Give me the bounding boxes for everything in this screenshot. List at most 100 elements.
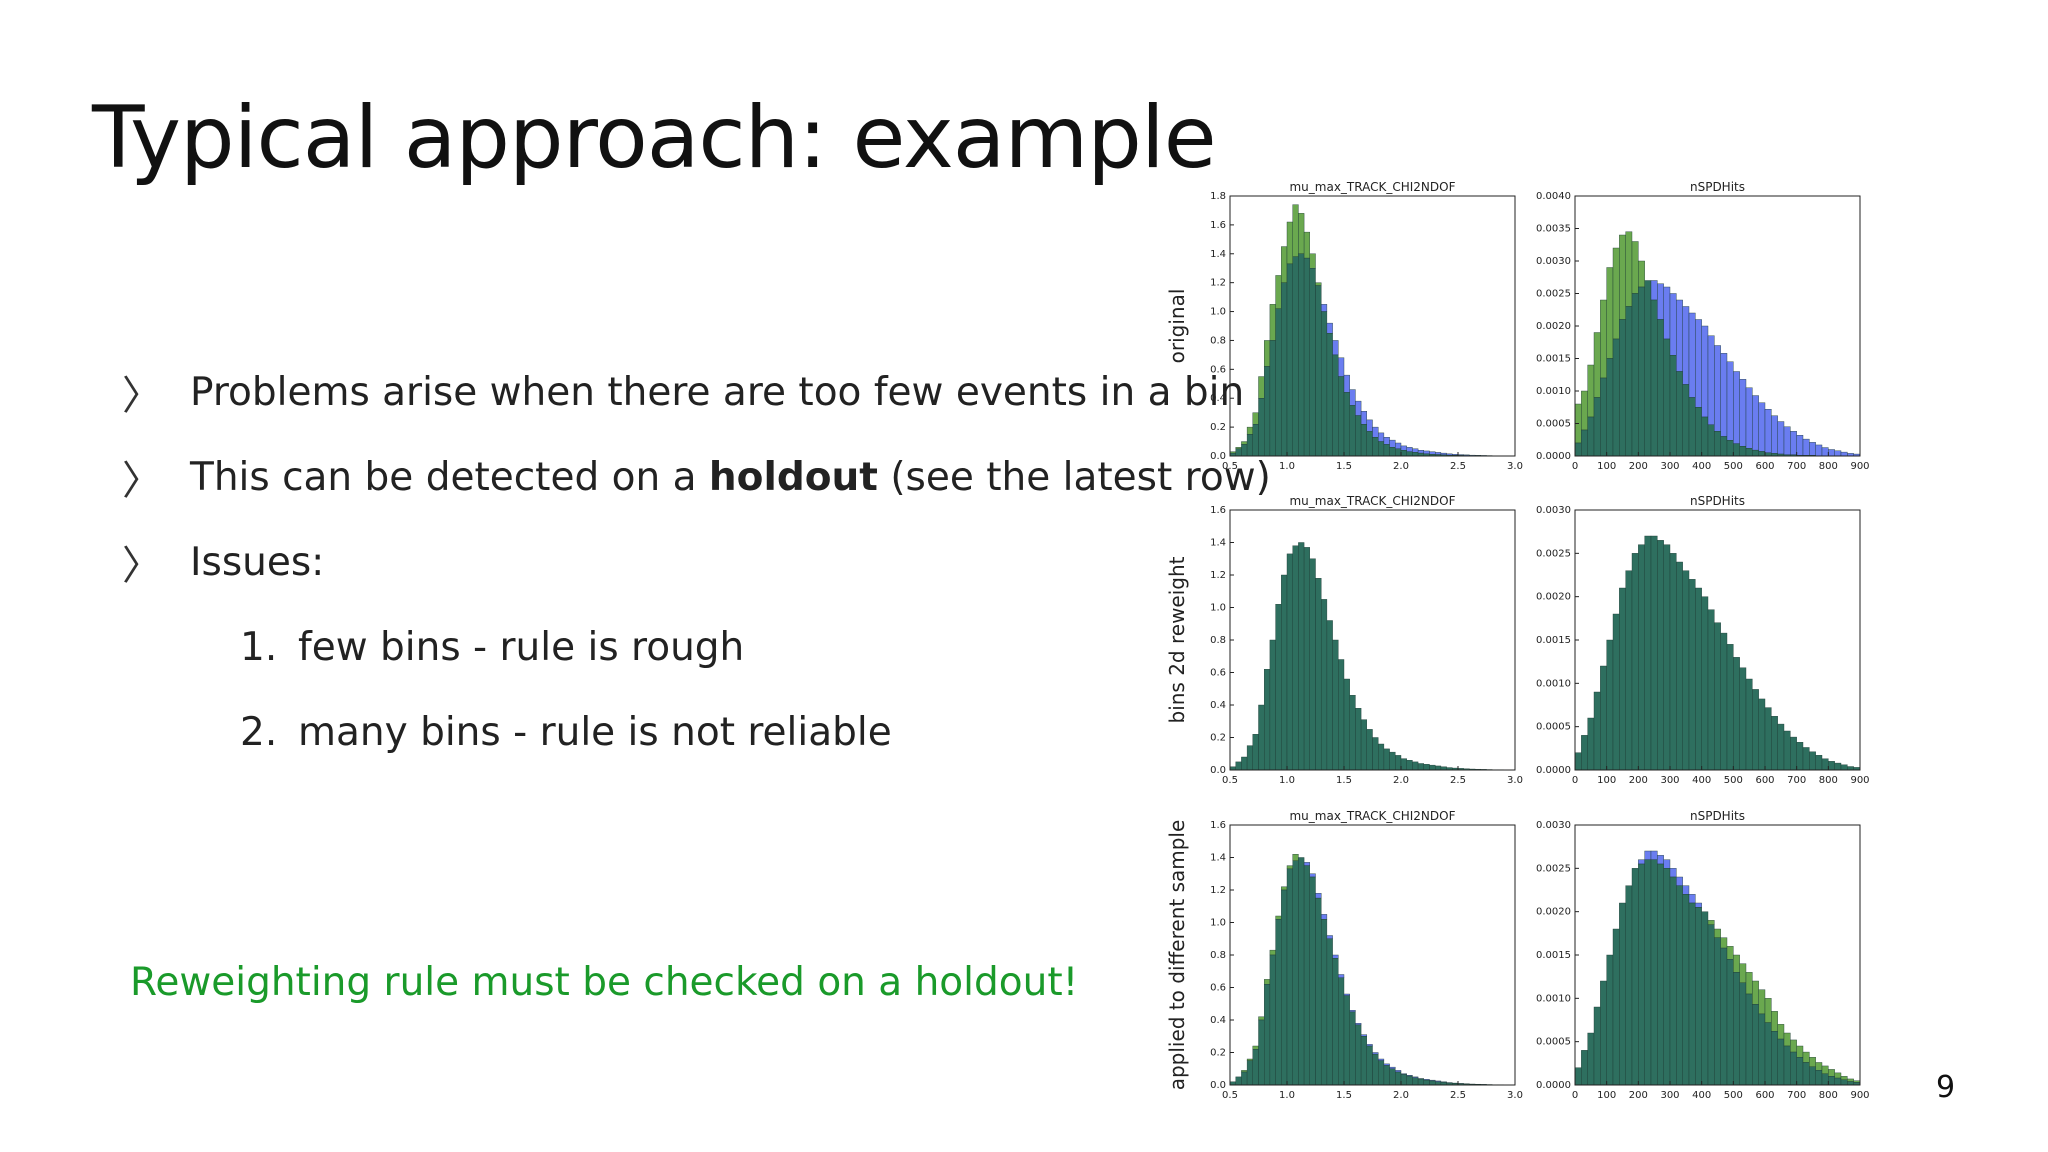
bar-overlap — [1372, 1053, 1379, 1086]
bar-overlap — [1303, 865, 1311, 1086]
bar-overlap — [1758, 1013, 1766, 1086]
bar-target — [1229, 451, 1236, 454]
bar-target — [1834, 1072, 1842, 1079]
bar-overlap — [1619, 319, 1626, 457]
x-tick-label: 200 — [1629, 775, 1648, 786]
bar-original — [1338, 974, 1345, 978]
histogram-figure: mu_max_TRACK_CHI2NDOF 0.5 1.0 1.5 2.0 2.5 3.0 0… — [1160, 170, 1880, 1120]
bar-target — [1281, 246, 1288, 283]
bar-target — [1720, 937, 1728, 949]
bar-target — [1783, 1032, 1791, 1047]
bar-original — [1372, 1052, 1379, 1055]
y-tick-label: 1.0 — [1210, 307, 1226, 318]
bar-overlap — [1669, 553, 1677, 771]
bar-original — [1707, 335, 1715, 426]
bar-original — [1377, 432, 1385, 442]
bar-target — [1275, 915, 1282, 920]
x-tick-label: 500 — [1724, 775, 1743, 786]
bar-overlap — [1326, 938, 1333, 1086]
bar-overlap — [1338, 376, 1345, 457]
y-tick-label: 0.8 — [1210, 635, 1226, 646]
bar-overlap — [1593, 397, 1601, 457]
bullet-item: 〉 Issues: — [122, 532, 324, 592]
bar-original — [1395, 442, 1402, 449]
bar-overlap — [1263, 669, 1271, 771]
bar-overlap — [1252, 1049, 1259, 1086]
bar-overlap — [1606, 639, 1614, 771]
bar-overlap — [1389, 751, 1396, 771]
bar-overlap — [1720, 632, 1728, 771]
bar-original — [1440, 452, 1447, 456]
x-tick-label: 2.5 — [1450, 775, 1466, 786]
bar-target — [1802, 1051, 1810, 1063]
bar-overlap — [1574, 1067, 1582, 1086]
bar-overlap — [1406, 1075, 1413, 1086]
bar-original — [1395, 1070, 1402, 1073]
bar-overlap — [1695, 407, 1702, 457]
row-label: applied to different sample — [1165, 820, 1189, 1091]
y-tick-label: 1.2 — [1210, 278, 1226, 289]
bar-original — [1739, 379, 1747, 447]
bar-overlap — [1286, 263, 1293, 457]
x-tick-label: 900 — [1850, 461, 1869, 472]
bar-original — [1733, 371, 1740, 444]
y-tick-label: 0.0030 — [1536, 256, 1571, 267]
bar-overlap — [1663, 338, 1671, 457]
bar-overlap — [1638, 286, 1645, 457]
sub-item-number: 1. — [240, 624, 278, 670]
bar-overlap — [1682, 894, 1690, 1086]
bar-overlap — [1258, 704, 1265, 771]
bar-overlap — [1298, 542, 1305, 771]
bar-original — [1695, 902, 1702, 908]
bar-overlap — [1258, 1019, 1265, 1086]
bar-overlap — [1377, 743, 1385, 771]
bar-original — [1828, 449, 1835, 457]
y-tick-label: 0.0000 — [1536, 765, 1571, 776]
bar-overlap — [1707, 424, 1715, 457]
y-tick-label: 0.0025 — [1536, 863, 1571, 874]
bar-overlap — [1688, 902, 1696, 1086]
bar-overlap — [1663, 544, 1671, 771]
y-tick-label: 0.0040 — [1536, 191, 1571, 202]
bar-target — [1764, 998, 1772, 1023]
bar-overlap — [1644, 280, 1652, 457]
x-tick-label: 1.0 — [1279, 1090, 1295, 1101]
bar-overlap — [1355, 1024, 1362, 1086]
x-tick-label: 1.5 — [1336, 775, 1352, 786]
bar-overlap — [1372, 737, 1379, 771]
bar-overlap — [1821, 758, 1829, 771]
bar-overlap — [1752, 689, 1759, 771]
bar-overlap — [1720, 947, 1728, 1086]
bar-overlap — [1606, 954, 1614, 1086]
sub-item-text: few bins - rule is rough — [298, 624, 745, 670]
x-tick-label: 600 — [1755, 461, 1774, 472]
bar-overlap — [1320, 599, 1328, 771]
histogram-panel: mu_max_TRACK_CHI2NDOF 0.5 1.0 1.5 2.0 2.5 3.0 0… — [1165, 494, 1523, 786]
bar-overlap — [1275, 604, 1282, 771]
bar-overlap — [1406, 451, 1413, 457]
y-tick-label: 0.2 — [1210, 422, 1226, 433]
y-tick-label: 0.0 — [1210, 765, 1226, 776]
bar-target — [1281, 886, 1288, 891]
bar-original — [1423, 450, 1430, 455]
bar-overlap — [1412, 761, 1419, 771]
bar-overlap — [1320, 311, 1328, 457]
bar-overlap — [1366, 1045, 1373, 1086]
bullet-text: This can be detected on a holdout (see t… — [190, 454, 1271, 500]
bar-overlap — [1235, 761, 1242, 771]
bar-original — [1360, 1034, 1368, 1037]
bar-original — [1332, 954, 1339, 959]
x-tick-label: 600 — [1755, 1090, 1774, 1101]
x-tick-label: 800 — [1819, 1090, 1838, 1101]
bar-overlap — [1783, 1045, 1791, 1086]
angle-bracket-icon: 〉 — [122, 543, 162, 589]
x-tick-label: 300 — [1660, 461, 1679, 472]
bar-overlap — [1412, 1077, 1419, 1086]
y-tick-label: 0.0000 — [1536, 1080, 1571, 1091]
bar-overlap — [1400, 1074, 1407, 1086]
bar-overlap — [1650, 535, 1658, 771]
bar-overlap — [1309, 876, 1316, 1086]
y-tick-label: 0.0035 — [1536, 224, 1571, 235]
bar-overlap — [1739, 667, 1747, 771]
x-tick-label: 2.5 — [1450, 461, 1466, 472]
